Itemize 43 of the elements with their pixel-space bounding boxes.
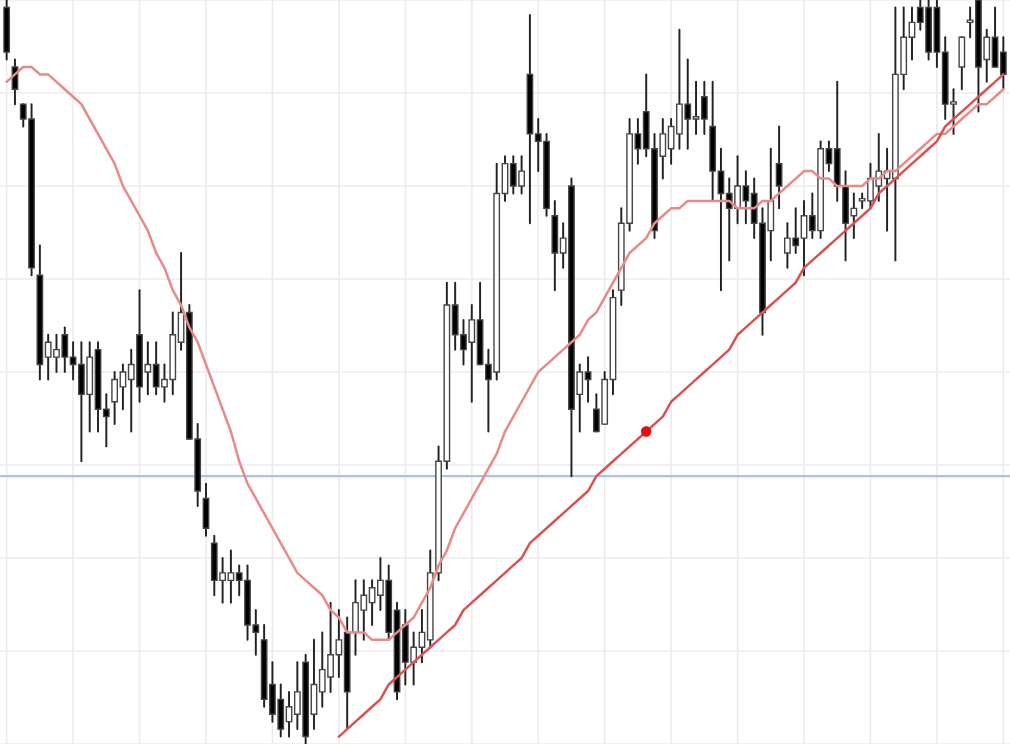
- candlestick: [3, 0, 11, 61]
- candlestick: [509, 155, 517, 195]
- candlestick: [850, 192, 858, 240]
- candlestick: [360, 579, 368, 641]
- candlestick: [152, 341, 160, 396]
- candlestick: [169, 311, 177, 396]
- candlestick: [842, 170, 849, 262]
- candlestick: [792, 207, 800, 254]
- candlestick: [119, 363, 127, 411]
- candlestick: [518, 155, 526, 195]
- candlestick: [78, 341, 85, 463]
- candlestick: [999, 36, 1007, 91]
- candlestick: [144, 341, 152, 396]
- candlestick: [734, 155, 741, 225]
- candlestick: [925, 0, 932, 61]
- candlestick: [709, 80, 717, 202]
- candlestick: [401, 609, 409, 686]
- candlestick: [327, 601, 334, 693]
- candlestick: [210, 534, 218, 597]
- candlestick: [584, 356, 592, 403]
- candlestick: [468, 304, 476, 403]
- candlestick: [227, 549, 235, 604]
- candlestick: [410, 631, 418, 686]
- candlestick: [293, 661, 301, 731]
- candlestick: [800, 199, 808, 277]
- candlestick: [700, 80, 708, 135]
- candlestick: [742, 170, 750, 225]
- candlestick: [958, 36, 966, 91]
- candlestick: [61, 326, 69, 373]
- candlestick: [775, 125, 783, 210]
- candlestick: [833, 80, 841, 202]
- candlestick: [867, 162, 874, 210]
- candlestick: [277, 683, 285, 738]
- candlestick: [784, 222, 791, 269]
- candlestick: [684, 58, 692, 150]
- candlestick: [692, 80, 700, 135]
- candlestick: [352, 579, 359, 656]
- candlestick: [53, 333, 60, 373]
- candlestick: [318, 631, 326, 708]
- candlestick: [86, 341, 94, 433]
- candlestick: [111, 371, 119, 426]
- candlestick: [676, 28, 683, 150]
- candlestick: [244, 564, 251, 641]
